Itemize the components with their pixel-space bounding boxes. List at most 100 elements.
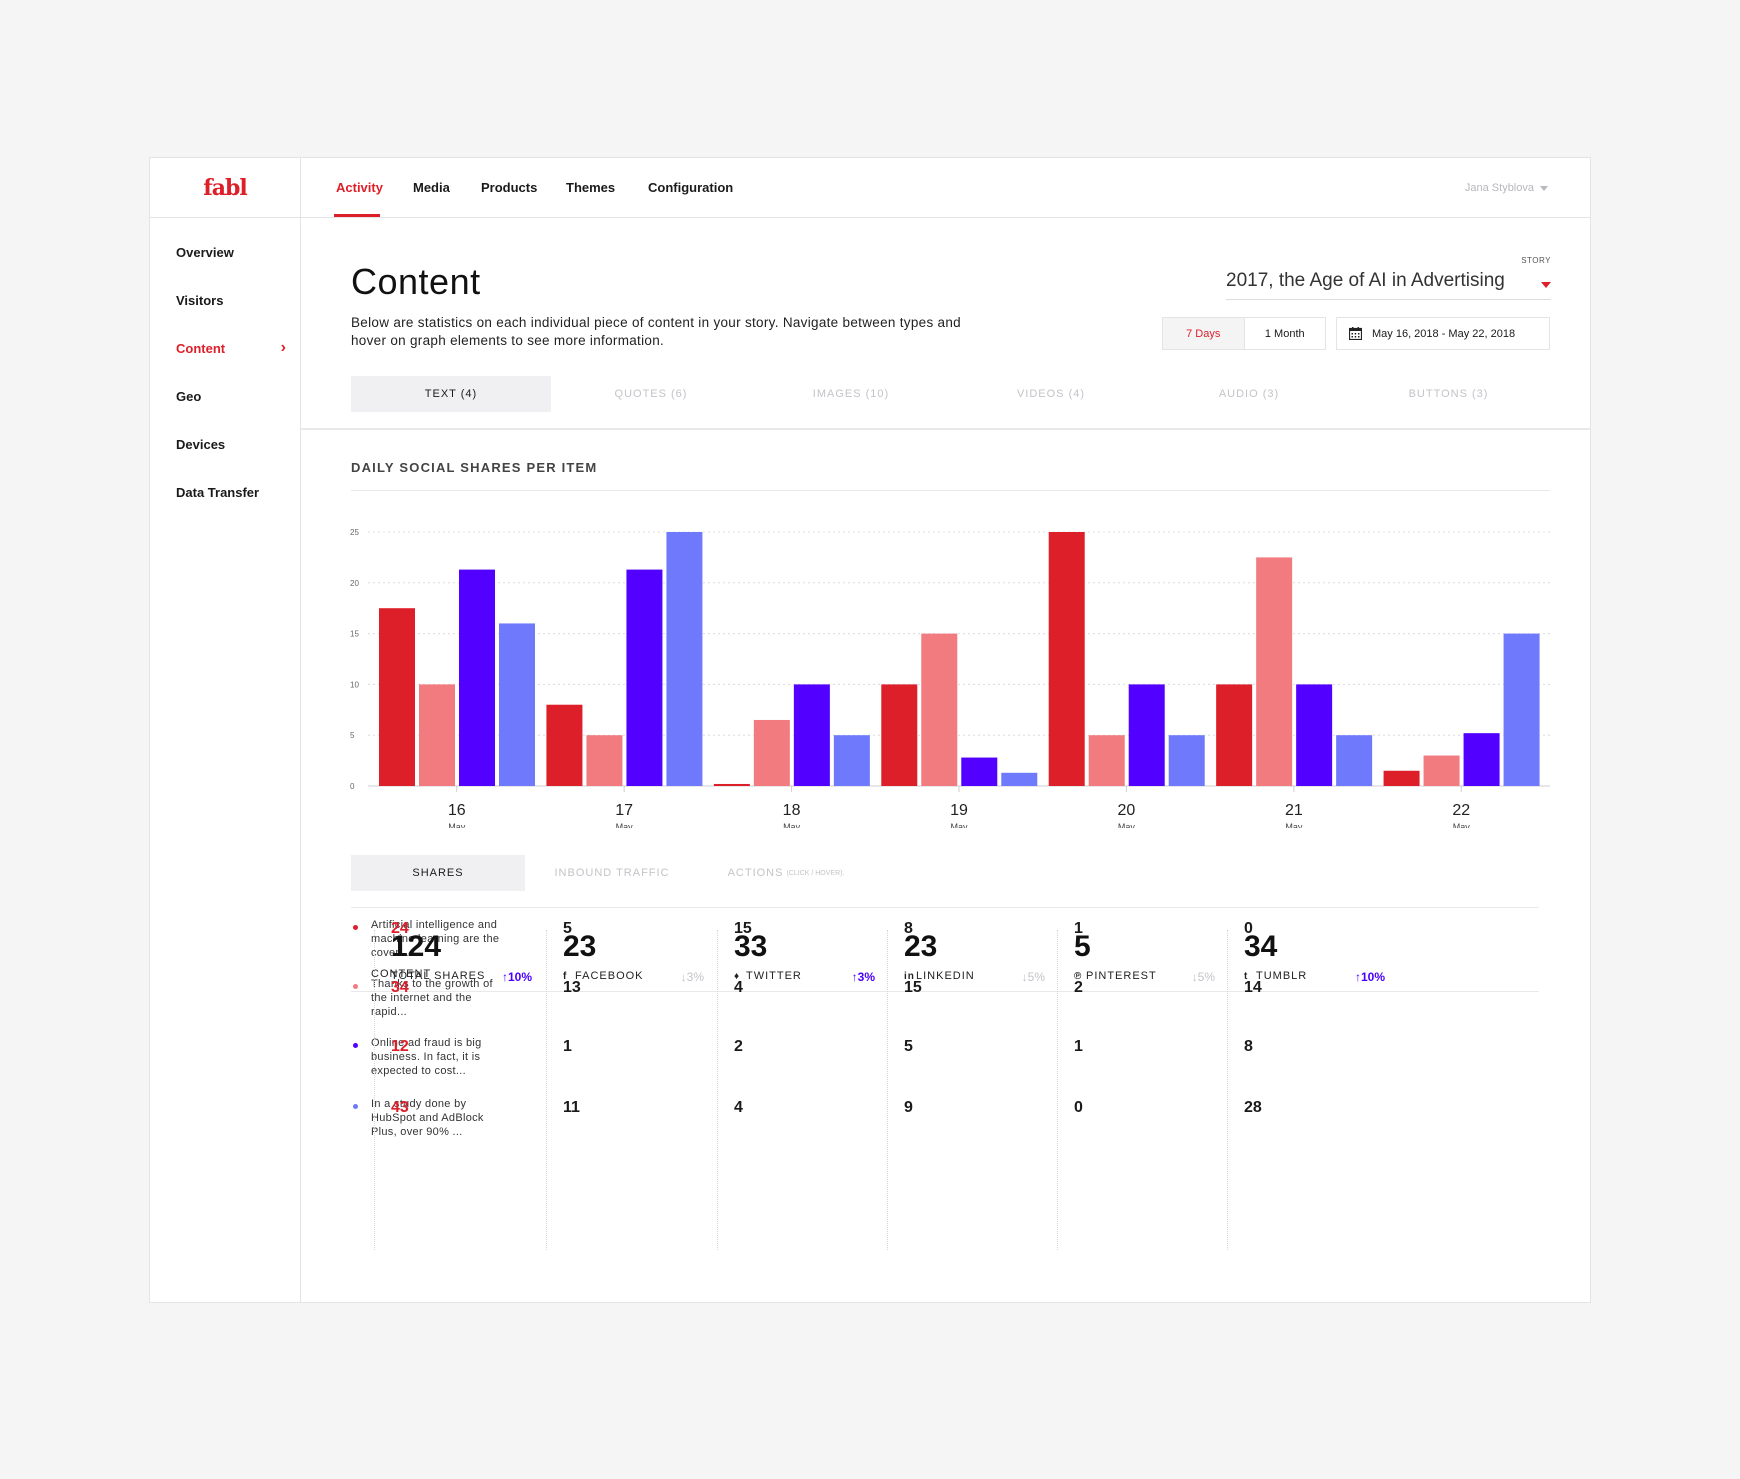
range-7-days-button[interactable]: 7 Days <box>1163 318 1245 349</box>
chart-bar[interactable] <box>753 719 790 786</box>
column-total: 34 <box>1244 930 1278 963</box>
table-cell: 1 <box>563 1038 572 1055</box>
chart-bar[interactable] <box>881 684 918 786</box>
chart-bar[interactable] <box>419 684 455 786</box>
content-item-label[interactable]: In a study done by HubSpot and AdBlock P… <box>371 1098 484 1138</box>
table-cell: 8 <box>904 920 913 937</box>
column-name: ♦ TWITTER <box>734 970 802 982</box>
chart-bar[interactable] <box>586 735 623 786</box>
chart-bar[interactable] <box>1423 755 1460 786</box>
table-cell: 2 <box>1074 979 1083 996</box>
range-toggle: 7 Days 1 Month <box>1162 317 1326 350</box>
user-menu[interactable]: Jana Styblova <box>1465 182 1548 194</box>
x-tick-label: 20 <box>1118 802 1136 819</box>
tab-text[interactable]: TEXT (4) <box>351 376 551 412</box>
story-label: STORY <box>1521 256 1551 265</box>
range-1-month-button[interactable]: 1 Month <box>1264 327 1305 340</box>
column-name: TOTAL SHARES <box>391 970 485 982</box>
x-tick-label: 19 <box>950 802 968 819</box>
column-total: 23 <box>904 930 938 963</box>
y-tick-label: 5 <box>350 731 355 740</box>
table-cell: 11 <box>563 1099 580 1116</box>
trend-badge: ↓5% <box>1021 970 1045 984</box>
chart-bar[interactable] <box>626 569 663 786</box>
sidebar-item-overview[interactable]: Overview <box>176 245 234 260</box>
content-item-label[interactable]: Online ad fraud is big business. In fact… <box>371 1037 482 1077</box>
shares-bar-chart: 0 5 10 15 20 25 16 May 17 May 18 May 19 May 20 May 21 May… <box>350 528 1550 828</box>
chart-bar[interactable] <box>1168 735 1205 786</box>
tab-shares[interactable]: SHARES <box>351 855 525 891</box>
tab-media[interactable]: Media <box>413 180 450 195</box>
tab-inbound-traffic[interactable]: INBOUND TRAFFIC <box>554 867 670 879</box>
chart-bar[interactable] <box>546 704 583 786</box>
chart-bar[interactable] <box>1296 684 1333 786</box>
chart-bar[interactable] <box>1088 735 1125 786</box>
tab-themes[interactable]: Themes <box>566 180 616 195</box>
chart-bar[interactable] <box>1216 684 1253 786</box>
chart-bar[interactable] <box>1128 684 1165 786</box>
chart-bar[interactable] <box>961 757 998 786</box>
chart-bar[interactable] <box>499 623 535 786</box>
y-tick-label: 0 <box>350 782 355 791</box>
chart-bar[interactable] <box>1001 772 1038 786</box>
sidebar-item-data-transfer[interactable]: Data Transfer <box>176 485 260 500</box>
table-cell: 0 <box>1244 920 1253 937</box>
row-color-dot <box>353 1104 358 1109</box>
chart-bar[interactable] <box>666 532 703 786</box>
logo[interactable]: fabl <box>150 158 300 218</box>
tab-products[interactable]: Products <box>481 180 538 195</box>
caret-down-icon <box>1541 282 1551 288</box>
stat-column: 124 TOTAL SHARES ↑10% 24 34 12 43 <box>374 920 544 1250</box>
column-name-text: FACEBOOK <box>575 970 644 982</box>
trend-badge: ↓5% <box>1191 970 1215 984</box>
chart-bar[interactable] <box>921 633 958 786</box>
tab-quotes[interactable]: QUOTES (6) <box>614 388 688 400</box>
chart-bar[interactable] <box>379 608 415 786</box>
x-tick-label: 16 <box>448 802 466 819</box>
content-column-header: CONTENT <box>371 968 432 980</box>
stat-column: 5 ℗ PINTEREST ↓5% 1 2 1 0 <box>1057 920 1227 1250</box>
table-cell: 15 <box>734 920 752 937</box>
sidebar-item-content[interactable]: Content › <box>176 339 286 356</box>
logo-text: fabl <box>203 174 247 201</box>
chart-bar[interactable] <box>713 783 750 786</box>
content-item-label[interactable]: Thanks to the growth of the internet and… <box>371 978 493 1018</box>
table-cell: 28 <box>1244 1099 1262 1116</box>
chart-bar[interactable] <box>1503 633 1540 786</box>
story-select[interactable]: 2017, the Age of AI in Advertising <box>1226 270 1551 300</box>
chart-bar[interactable] <box>1336 735 1373 786</box>
chart-bar[interactable] <box>793 684 830 786</box>
content-item-label[interactable]: Artificial intelligence and machine lear… <box>371 919 500 959</box>
twitter-icon: ♦ <box>734 971 741 982</box>
metric-divider <box>351 907 1539 908</box>
chart-bar[interactable] <box>1383 770 1420 786</box>
sidebar-item-visitors[interactable]: Visitors <box>176 293 224 308</box>
stat-column: 34 t TUMBLR ↑10% 0 14 8 28 <box>1227 920 1397 1250</box>
stat-column: 33 ♦ TWITTER ↑3% 15 4 2 4 <box>717 920 887 1250</box>
tab-actions[interactable]: ACTIONS (CLICK / HOVER). <box>699 855 873 891</box>
table-cell: 2 <box>734 1038 743 1055</box>
date-range-picker[interactable]: May 16, 2018 - May 22, 2018 <box>1336 317 1550 350</box>
sidebar-item-geo[interactable]: Geo <box>176 389 202 404</box>
tab-buttons[interactable]: BUTTONS (3) <box>1408 388 1489 400</box>
tab-audio[interactable]: AUDIO (3) <box>1218 388 1280 400</box>
row-color-dot <box>353 925 358 930</box>
tab-images[interactable]: IMAGES (10) <box>812 388 890 400</box>
x-tick-sublabel: May <box>616 822 634 828</box>
tab-configuration[interactable]: Configuration <box>648 180 734 195</box>
chart-bar[interactable] <box>1463 733 1500 786</box>
table-cell: 13 <box>563 979 581 996</box>
date-range-value: May 16, 2018 - May 22, 2018 <box>1372 327 1516 340</box>
sidebar-item-devices[interactable]: Devices <box>176 437 226 452</box>
tab-videos[interactable]: VIDEOS (4) <box>1016 388 1086 400</box>
x-tick-sublabel: May <box>1453 822 1471 828</box>
chart-title: DAILY SOCIAL SHARES PER ITEM <box>351 460 598 475</box>
chart-bar[interactable] <box>459 569 495 786</box>
tab-actions-label: ACTIONS <box>727 867 784 879</box>
chart-bar[interactable] <box>1048 532 1085 786</box>
tab-activity[interactable]: Activity <box>336 180 383 195</box>
chart-bar[interactable] <box>1256 557 1293 786</box>
column-separator <box>374 930 375 1250</box>
chart-bar[interactable] <box>833 735 870 786</box>
trend-badge: ↑10% <box>501 970 532 984</box>
